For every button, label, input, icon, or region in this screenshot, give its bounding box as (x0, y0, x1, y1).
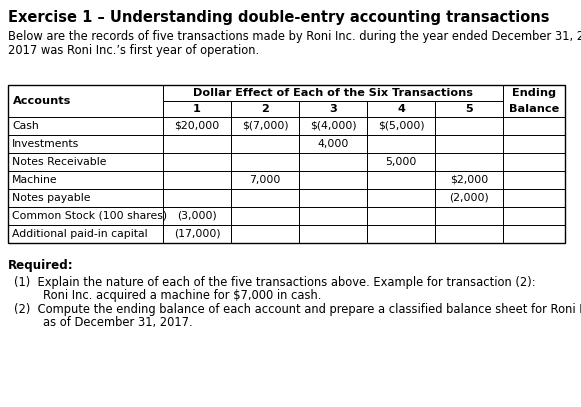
Bar (299, 135, 367, 153)
Text: (3,000): (3,000) (177, 211, 217, 221)
Text: Notes Receivable: Notes Receivable (12, 157, 106, 167)
Bar (503, 207, 565, 225)
Text: 4: 4 (397, 104, 405, 114)
Text: Ending: Ending (512, 88, 556, 98)
Bar (503, 153, 565, 171)
Bar (299, 117, 367, 135)
Bar (8, 153, 163, 171)
Bar (163, 101, 231, 117)
Bar (231, 207, 299, 225)
Bar (503, 171, 565, 189)
Text: Additional paid-in capital: Additional paid-in capital (12, 229, 148, 239)
Text: Dollar Effect of Each of the Six Transactions: Dollar Effect of Each of the Six Transac… (193, 88, 473, 98)
Bar (163, 153, 231, 171)
Text: Below are the records of five transactions made by Roni Inc. during the year end: Below are the records of five transactio… (8, 30, 581, 43)
Text: Common Stock (100 shares): Common Stock (100 shares) (12, 211, 167, 221)
Bar (163, 225, 231, 243)
Bar (435, 207, 503, 225)
Text: Notes payable: Notes payable (12, 193, 91, 203)
Text: 5: 5 (465, 104, 473, 114)
Text: Roni Inc. acquired a machine for $7,000 in cash.: Roni Inc. acquired a machine for $7,000 … (14, 289, 321, 302)
Bar (8, 135, 163, 153)
Text: (2)  Compute the ending balance of each account and prepare a classified balance: (2) Compute the ending balance of each a… (14, 303, 581, 316)
Bar (367, 225, 435, 243)
Bar (8, 171, 163, 189)
Text: 4,000: 4,000 (317, 139, 349, 149)
Bar (299, 101, 367, 117)
Bar (163, 189, 231, 207)
Text: Machine: Machine (12, 175, 58, 185)
Bar (231, 189, 299, 207)
Text: $(4,000): $(4,000) (310, 121, 356, 131)
Text: Cash: Cash (12, 121, 39, 131)
Bar (299, 153, 367, 171)
Bar (163, 135, 231, 153)
Bar (367, 153, 435, 171)
Text: $2,000: $2,000 (450, 175, 488, 185)
Bar (8, 225, 163, 243)
Text: Accounts: Accounts (13, 96, 71, 106)
Bar (231, 225, 299, 243)
Bar (435, 101, 503, 117)
Bar (435, 153, 503, 171)
Bar (8, 189, 163, 207)
Bar (8, 85, 565, 243)
Text: $(7,000): $(7,000) (242, 121, 288, 131)
Bar (503, 85, 565, 117)
Text: (2,000): (2,000) (449, 193, 489, 203)
Bar (367, 189, 435, 207)
Bar (435, 189, 503, 207)
Text: as of December 31, 2017.: as of December 31, 2017. (14, 316, 193, 329)
Bar (163, 171, 231, 189)
Bar (299, 189, 367, 207)
Text: (17,000): (17,000) (174, 229, 220, 239)
Bar (503, 135, 565, 153)
Text: 2017 was Roni Inc.’s first year of operation.: 2017 was Roni Inc.’s first year of opera… (8, 44, 259, 57)
Bar (435, 135, 503, 153)
Bar (435, 117, 503, 135)
Bar (367, 135, 435, 153)
Text: (1)  Explain the nature of each of the five transactions above. Example for tran: (1) Explain the nature of each of the fi… (14, 276, 536, 289)
Bar (8, 207, 163, 225)
Text: Exercise 1 – Understanding double-entry accounting transactions: Exercise 1 – Understanding double-entry … (8, 10, 550, 25)
Text: 7,000: 7,000 (249, 175, 281, 185)
Bar (163, 85, 503, 101)
Bar (231, 135, 299, 153)
Text: $(5,000): $(5,000) (378, 121, 424, 131)
Bar (231, 153, 299, 171)
Text: Investments: Investments (12, 139, 79, 149)
Bar (231, 117, 299, 135)
Text: 1: 1 (193, 104, 201, 114)
Bar (163, 207, 231, 225)
Bar (299, 171, 367, 189)
Bar (231, 101, 299, 117)
Bar (367, 171, 435, 189)
Bar (435, 225, 503, 243)
Text: Balance: Balance (509, 104, 559, 114)
Bar (503, 117, 565, 135)
Text: 5,000: 5,000 (385, 157, 417, 167)
Bar (503, 225, 565, 243)
Text: 2: 2 (261, 104, 269, 114)
Bar (231, 171, 299, 189)
Bar (435, 171, 503, 189)
Bar (8, 85, 163, 117)
Bar (367, 117, 435, 135)
Bar (163, 117, 231, 135)
Bar (367, 101, 435, 117)
Bar (299, 225, 367, 243)
Bar (503, 189, 565, 207)
Bar (299, 207, 367, 225)
Bar (367, 207, 435, 225)
Text: Required:: Required: (8, 259, 74, 272)
Text: $20,000: $20,000 (174, 121, 220, 131)
Bar (8, 117, 163, 135)
Text: 3: 3 (329, 104, 337, 114)
